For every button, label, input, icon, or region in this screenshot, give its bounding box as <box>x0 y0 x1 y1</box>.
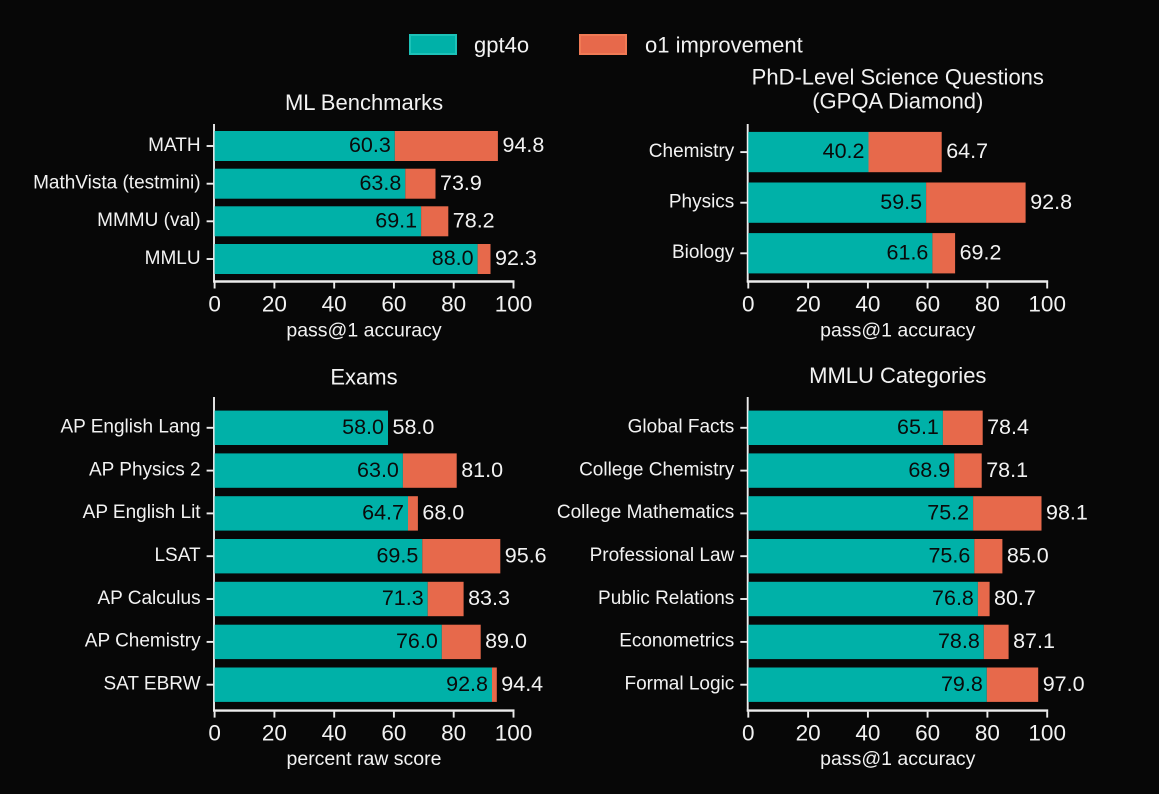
svg-text:20: 20 <box>796 292 821 317</box>
svg-text:75.2: 75.2 <box>927 501 969 525</box>
svg-text:64.7: 64.7 <box>362 501 404 525</box>
svg-text:78.2: 78.2 <box>453 209 495 233</box>
svg-text:MMMU (val): MMMU (val) <box>97 210 200 231</box>
svg-text:0: 0 <box>208 721 221 746</box>
svg-text:MathVista (testmini): MathVista (testmini) <box>33 173 201 194</box>
svg-text:95.6: 95.6 <box>505 543 547 567</box>
svg-text:94.4: 94.4 <box>501 672 543 696</box>
svg-text:0: 0 <box>742 292 755 317</box>
svg-text:78.4: 78.4 <box>987 415 1029 439</box>
svg-text:Professional Law: Professional Law <box>590 545 735 566</box>
svg-text:80.7: 80.7 <box>994 586 1036 610</box>
svg-text:40: 40 <box>855 721 880 746</box>
svg-text:69.1: 69.1 <box>375 209 417 233</box>
svg-text:AP Physics 2: AP Physics 2 <box>89 459 201 480</box>
svg-text:60: 60 <box>381 292 406 317</box>
svg-text:78.8: 78.8 <box>938 629 980 653</box>
svg-text:87.1: 87.1 <box>1013 629 1055 653</box>
svg-text:58.0: 58.0 <box>342 415 384 439</box>
svg-text:75.6: 75.6 <box>928 543 970 567</box>
svg-text:80: 80 <box>975 721 1000 746</box>
svg-text:PhD-Level Science Questions: PhD-Level Science Questions <box>752 64 1044 89</box>
svg-text:Physics: Physics <box>669 192 734 213</box>
svg-text:92.8: 92.8 <box>446 672 488 696</box>
svg-text:20: 20 <box>262 721 287 746</box>
svg-text:SAT EBRW: SAT EBRW <box>103 674 200 695</box>
svg-text:68.9: 68.9 <box>908 458 950 482</box>
svg-text:64.7: 64.7 <box>946 139 988 163</box>
svg-text:78.1: 78.1 <box>986 458 1028 482</box>
svg-text:60: 60 <box>915 292 940 317</box>
svg-text:Chemistry: Chemistry <box>649 141 735 162</box>
svg-text:60.3: 60.3 <box>349 133 391 157</box>
svg-text:69.2: 69.2 <box>960 241 1002 265</box>
svg-text:60: 60 <box>915 721 940 746</box>
svg-text:20: 20 <box>262 292 287 317</box>
svg-text:o1 improvement: o1 improvement <box>645 33 803 58</box>
svg-text:percent raw score: percent raw score <box>287 748 442 770</box>
svg-text:pass@1 accuracy: pass@1 accuracy <box>820 320 976 342</box>
svg-text:AP English Lang: AP English Lang <box>60 417 200 438</box>
svg-text:20: 20 <box>796 721 821 746</box>
svg-text:60: 60 <box>381 721 406 746</box>
svg-text:63.8: 63.8 <box>359 171 401 195</box>
svg-text:Exams: Exams <box>330 365 397 390</box>
svg-text:MATH: MATH <box>148 135 200 156</box>
svg-text:68.0: 68.0 <box>422 501 464 525</box>
svg-text:MMLU Categories: MMLU Categories <box>809 363 986 388</box>
svg-text:73.9: 73.9 <box>440 171 482 195</box>
svg-text:100: 100 <box>495 721 533 746</box>
svg-text:89.0: 89.0 <box>485 629 527 653</box>
svg-text:81.0: 81.0 <box>461 458 503 482</box>
svg-text:69.5: 69.5 <box>376 543 418 567</box>
svg-text:79.8: 79.8 <box>941 672 983 696</box>
svg-text:61.6: 61.6 <box>887 241 929 265</box>
svg-text:100: 100 <box>1028 721 1066 746</box>
svg-text:100: 100 <box>495 292 533 317</box>
svg-text:88.0: 88.0 <box>432 246 474 270</box>
svg-text:63.0: 63.0 <box>357 458 399 482</box>
svg-text:AP Chemistry: AP Chemistry <box>85 631 201 652</box>
svg-text:59.5: 59.5 <box>880 190 922 214</box>
svg-text:100: 100 <box>1028 292 1066 317</box>
svg-text:40: 40 <box>855 292 880 317</box>
svg-text:80: 80 <box>975 292 1000 317</box>
svg-text:Econometrics: Econometrics <box>619 631 734 652</box>
svg-text:MMLU: MMLU <box>145 248 201 269</box>
svg-text:ML Benchmarks: ML Benchmarks <box>285 90 443 115</box>
svg-text:Global Facts: Global Facts <box>628 417 735 438</box>
svg-text:40: 40 <box>322 721 347 746</box>
svg-text:71.3: 71.3 <box>382 586 424 610</box>
svg-text:76.0: 76.0 <box>396 629 438 653</box>
svg-text:Biology: Biology <box>672 242 735 263</box>
svg-text:94.8: 94.8 <box>503 133 545 157</box>
svg-text:97.0: 97.0 <box>1043 672 1085 696</box>
svg-text:80: 80 <box>441 721 466 746</box>
svg-text:85.0: 85.0 <box>1007 543 1049 567</box>
svg-text:92.8: 92.8 <box>1030 190 1072 214</box>
svg-text:pass@1 accuracy: pass@1 accuracy <box>286 320 442 342</box>
svg-text:AP Calculus: AP Calculus <box>97 588 200 609</box>
svg-text:76.8: 76.8 <box>932 586 974 610</box>
svg-text:Public Relations: Public Relations <box>598 588 734 609</box>
svg-text:40: 40 <box>322 292 347 317</box>
svg-text:65.1: 65.1 <box>897 415 939 439</box>
svg-text:80: 80 <box>441 292 466 317</box>
svg-text:0: 0 <box>742 721 755 746</box>
svg-text:gpt4o: gpt4o <box>474 33 529 58</box>
svg-text:Formal Logic: Formal Logic <box>624 674 734 695</box>
svg-text:98.1: 98.1 <box>1046 501 1088 525</box>
svg-text:83.3: 83.3 <box>468 586 510 610</box>
svg-text:AP English Lit: AP English Lit <box>83 502 202 523</box>
svg-text:pass@1 accuracy: pass@1 accuracy <box>820 748 976 770</box>
svg-text:(GPQA Diamond): (GPQA Diamond) <box>812 89 983 114</box>
svg-text:0: 0 <box>208 292 221 317</box>
svg-text:LSAT: LSAT <box>154 545 201 566</box>
svg-text:40.2: 40.2 <box>823 139 865 163</box>
svg-text:92.3: 92.3 <box>495 246 537 270</box>
svg-text:58.0: 58.0 <box>393 415 435 439</box>
svg-text:College Mathematics: College Mathematics <box>557 502 734 523</box>
svg-text:College Chemistry: College Chemistry <box>579 459 735 480</box>
